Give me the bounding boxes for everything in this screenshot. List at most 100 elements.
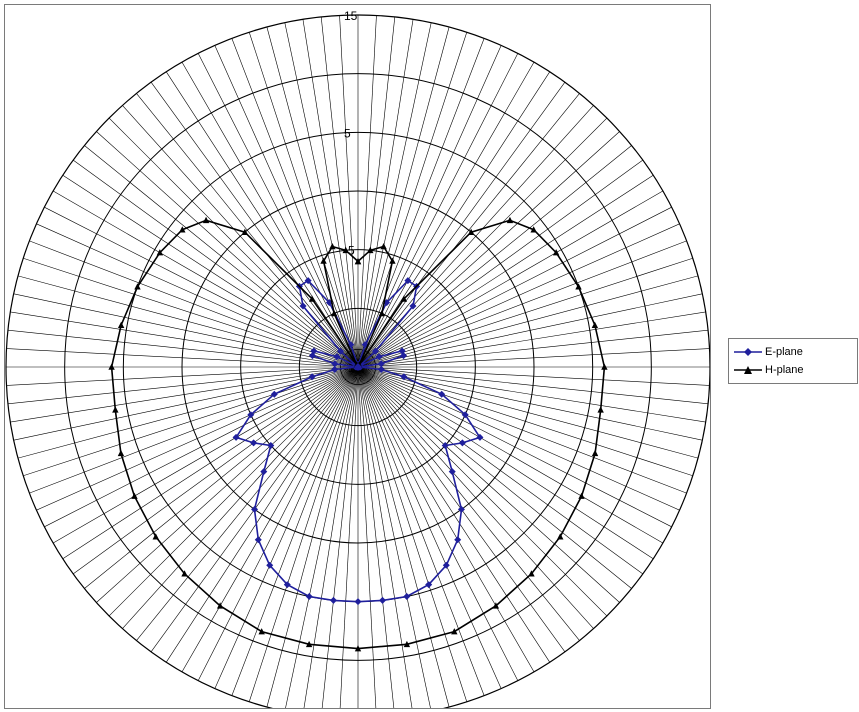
grid-spoke [357,366,703,441]
data-point [354,257,362,265]
grid-spoke [357,145,632,368]
data-point [331,360,339,368]
data-point [250,439,258,447]
data-point [601,363,608,370]
grid-spoke [357,329,709,368]
grid-spoke [84,145,359,368]
grid-spoke [17,275,359,368]
data-point [179,226,186,233]
grid-spoke [108,366,359,617]
data-point [400,352,408,360]
data-point [492,602,500,609]
grid-spoke [357,159,643,368]
grid-spoke [357,206,672,368]
grid-spoke [357,26,450,368]
grid-spoke [357,32,468,368]
grid-spoke [357,175,654,368]
data-point [377,365,385,373]
grid-spoke [214,366,359,689]
data-point [267,442,275,450]
data-point [247,411,255,419]
grid-spoke [122,105,359,368]
data-point [506,216,514,224]
grid-spoke [181,62,359,368]
data-point [476,433,484,441]
grid-spoke [357,223,680,368]
legend: E-plane H-plane [728,338,858,384]
grid-spoke [357,366,672,528]
grid-spoke [339,15,359,368]
data-point [467,228,475,235]
grid-spoke [357,366,608,617]
center-point [354,363,362,371]
grid-spoke [62,366,359,559]
grid-spoke [357,366,519,681]
data-point [380,242,387,250]
grid-spoke [284,22,359,368]
grid-spoke [231,38,359,368]
grid-spoke [357,348,710,368]
data-point [530,226,537,233]
grid-spoke [357,16,396,368]
grid-spoke [23,366,359,477]
legend-entry-h-plane: H-plane [733,361,804,379]
grid-spoke [6,348,359,368]
grid-spoke [166,71,359,368]
grid-spoke [357,257,693,368]
data-point [333,353,341,361]
data-point [156,249,164,256]
grid-spoke [357,366,450,708]
grid-spoke [357,275,699,368]
grid-spoke [181,366,359,672]
grid-spoke [96,131,359,368]
data-point [254,536,262,544]
grid-spoke [357,366,377,708]
data-point [597,406,604,413]
series-layer [108,216,608,652]
grid-spoke [36,223,359,368]
grid-spoke [357,366,709,405]
data-point [377,360,385,368]
data-point [112,406,119,413]
data-point [367,246,374,254]
data-point [266,561,274,569]
data-point [400,373,408,381]
legend-entry-e-plane: E-plane [733,343,803,361]
grid-spoke [357,117,608,368]
data-point [389,257,396,264]
grid-spoke [266,26,359,368]
grid-spoke [96,366,359,603]
data-point [232,433,240,441]
grid-spoke [357,190,663,368]
grid-spoke [150,82,359,368]
polar-chart: 155-5-15 [5,9,710,708]
grid-spoke [357,366,502,689]
data-point [403,640,411,648]
grid-spoke [357,366,663,544]
grid-spoke [266,366,359,708]
data-point [181,570,188,577]
grid-spoke [136,93,359,368]
grid-spoke [29,240,359,368]
grid-spoke [357,22,432,368]
grid-spoke [339,366,359,708]
grid-spoke [357,293,703,368]
grid-spoke [357,366,632,589]
grid-spoke [248,32,359,368]
grid-spoke [357,19,414,368]
data-point [270,390,278,398]
data-point [438,390,446,398]
data-point [404,277,412,285]
data-point [152,533,159,540]
legend-marker-h-plane [734,366,762,374]
data-point [117,321,125,329]
data-point [304,277,312,285]
grid-spoke [231,366,359,696]
grid-spoke [73,366,359,575]
data-point [305,640,313,648]
grid-spoke [357,366,413,708]
data-point [409,302,417,310]
data-point [425,581,433,589]
grid-spoke [53,190,359,368]
data-point [400,295,408,302]
